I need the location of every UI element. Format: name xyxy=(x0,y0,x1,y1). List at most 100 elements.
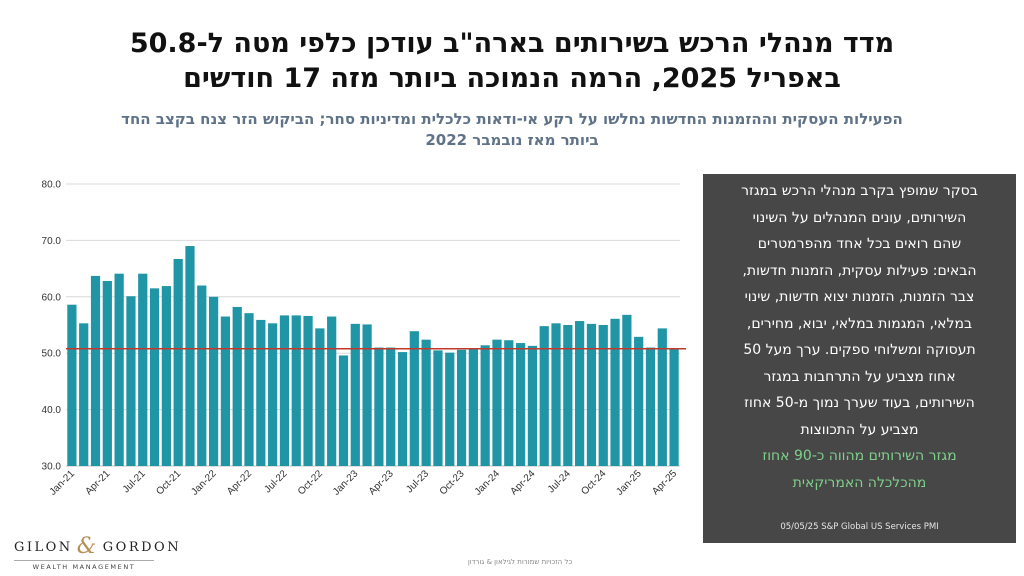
panel-line: במלאי, המגמות במלאי, יבוא, מחירים, xyxy=(746,315,973,332)
bar-Jul-21 xyxy=(138,273,148,466)
bar-Mar-25 xyxy=(657,328,667,466)
x-tick-label: Jan-25 xyxy=(614,468,644,498)
bar-Apr-24 xyxy=(527,345,538,466)
bar-Mar-23 xyxy=(374,347,384,466)
bar-Sep-21 xyxy=(161,286,171,466)
bar-Feb-23 xyxy=(362,324,372,466)
bar-Mar-22 xyxy=(232,306,242,466)
panel-body: בסקר שמופץ בקרב מנהלי הרכש במגזר השירותי… xyxy=(713,178,1006,496)
x-tick-label: Jul-22 xyxy=(263,468,290,495)
x-tick-label: Apr-25 xyxy=(650,468,679,497)
x-tick-label: Jan-23 xyxy=(331,468,361,498)
panel-line: אחוז מצביע על התרחבות במגזר xyxy=(763,368,956,385)
bar-Aug-23 xyxy=(433,350,443,466)
bar-Feb-22 xyxy=(220,316,231,466)
company-logo: GILON & GORDON WEALTH MANAGEMENT xyxy=(14,534,179,571)
logo-tagline: WEALTH MANAGEMENT xyxy=(14,560,154,571)
x-tick-label: Jan-22 xyxy=(189,468,219,498)
title-line-2: באפריל 2025, הרמה הנמוכה ביותר מזה 17 חו… xyxy=(183,63,841,94)
panel-line: השירותים, בעוד שערך נמוך מ-50 אחוז xyxy=(744,395,975,411)
bar-May-23 xyxy=(397,352,408,466)
bar-Jan-24 xyxy=(492,339,502,466)
panel-line: השירותים, עונים המנהלים על השינוי xyxy=(752,209,967,226)
panel-line: מצביע על התכווצות xyxy=(800,421,919,438)
bar-Oct-24 xyxy=(598,325,608,466)
logo-word-left: GILON xyxy=(14,539,73,555)
bar-Sep-22 xyxy=(303,315,313,466)
title-line-1: מדד מנהלי הרכש בשירותים בארה"ב עודכן כלפ… xyxy=(129,28,895,59)
bar-Jun-22 xyxy=(268,323,278,466)
y-tick-label: 50.0 xyxy=(42,349,62,360)
x-tick-label: Oct-21 xyxy=(154,468,183,497)
bar-Apr-21 xyxy=(102,281,112,466)
x-tick-label: Apr-23 xyxy=(367,468,396,497)
y-tick-label: 60.0 xyxy=(42,292,62,303)
bar-Oct-22 xyxy=(315,328,325,466)
bar-Nov-21 xyxy=(185,246,195,466)
bar-Aug-22 xyxy=(291,315,301,466)
bar-Mar-24 xyxy=(515,343,526,466)
x-tick-label: Jan-24 xyxy=(473,468,503,498)
bar-Sep-24 xyxy=(586,323,597,466)
subtitle-line-1: הפעילות העסקית וההזמנות החדשות נחלשו על … xyxy=(121,110,903,128)
bar-Aug-21 xyxy=(149,288,160,466)
source-note: 05/05/25 S&P Global US Services PMI xyxy=(780,522,939,532)
y-tick-label: 40.0 xyxy=(42,405,62,416)
bar-Jan-23 xyxy=(350,323,360,466)
bar-Jun-24 xyxy=(551,323,561,466)
bar-Apr-22 xyxy=(244,313,254,466)
bar-Feb-24 xyxy=(504,340,514,466)
logo-ampersand: & xyxy=(76,534,99,559)
x-tick-label: Jul-23 xyxy=(404,468,431,495)
panel-line: תעסוקה ומשלוחי ספקים. ערך מעל 50 xyxy=(743,342,976,358)
bar-Mar-21 xyxy=(90,275,101,466)
bar-Oct-21 xyxy=(173,259,183,466)
bar-Sep-23 xyxy=(445,352,455,466)
logo-word-right: GORDON xyxy=(102,539,182,555)
x-tick-label: Apr-21 xyxy=(83,468,112,497)
y-tick-label: 30.0 xyxy=(42,462,62,473)
bar-Nov-22 xyxy=(327,316,337,466)
x-tick-label: Oct-22 xyxy=(296,468,325,497)
bar-Jun-23 xyxy=(409,331,419,466)
bar-May-24 xyxy=(539,326,549,466)
y-tick-label: 70.0 xyxy=(42,236,62,247)
bar-Dec-22 xyxy=(338,355,349,466)
bar-Jul-22 xyxy=(279,315,290,466)
bar-May-21 xyxy=(114,273,124,466)
bar-Oct-23 xyxy=(456,349,467,466)
bar-Dec-21 xyxy=(197,285,207,466)
bar-Apr-23 xyxy=(386,347,396,466)
bar-Jun-21 xyxy=(126,296,136,466)
bar-Jul-24 xyxy=(563,325,573,466)
bar-Aug-24 xyxy=(575,321,585,466)
x-tick-label: Oct-24 xyxy=(579,468,608,497)
panel-line: הבאים: פעילות עסקית, הזמנות חדשות, xyxy=(742,262,977,279)
footer-copyright: כל הזכויות שמורות לגילאון & גורדון xyxy=(467,558,573,566)
x-tick-label: Oct-23 xyxy=(438,468,467,497)
x-tick-label: Jul-21 xyxy=(121,468,148,495)
panel-highlight-line: מגזר השירותים מהווה כ-90 אחוז xyxy=(762,448,957,464)
panel-line: צבר הזמנות, הזמנות יצוא חדשות, שינוי xyxy=(744,289,975,305)
x-tick-label: Apr-22 xyxy=(225,468,254,497)
panel-line: שהם רואים בכל אחד מהפרמטרים xyxy=(757,236,962,252)
bar-Feb-21 xyxy=(79,323,89,466)
bar-Dec-24 xyxy=(622,314,632,466)
bar-May-22 xyxy=(256,319,266,466)
bar-Nov-24 xyxy=(610,318,620,466)
bar-Jan-21 xyxy=(67,304,77,466)
x-tick-label: Jul-24 xyxy=(546,468,573,495)
y-tick-label: 80.0 xyxy=(42,180,62,191)
panel-line: בסקר שמופץ בקרב מנהלי הרכש במגזר xyxy=(741,183,978,199)
bar-Jan-25 xyxy=(634,336,644,466)
x-tick-label: Apr-24 xyxy=(509,468,538,497)
bar-Jan-22 xyxy=(208,296,219,466)
bar-Feb-25 xyxy=(645,347,656,466)
bar-Nov-23 xyxy=(468,348,478,466)
panel-highlight-line: מהכלכלה האמריקאית xyxy=(792,474,927,491)
subtitle-line-2: ביותר מאז נובמבר 2022 xyxy=(425,131,599,149)
explanation-panel: בסקר שמופץ בקרב מנהלי הרכש במגזר השירותי… xyxy=(703,174,1016,543)
bar-Jul-23 xyxy=(421,339,431,466)
bar-Dec-23 xyxy=(480,345,490,466)
